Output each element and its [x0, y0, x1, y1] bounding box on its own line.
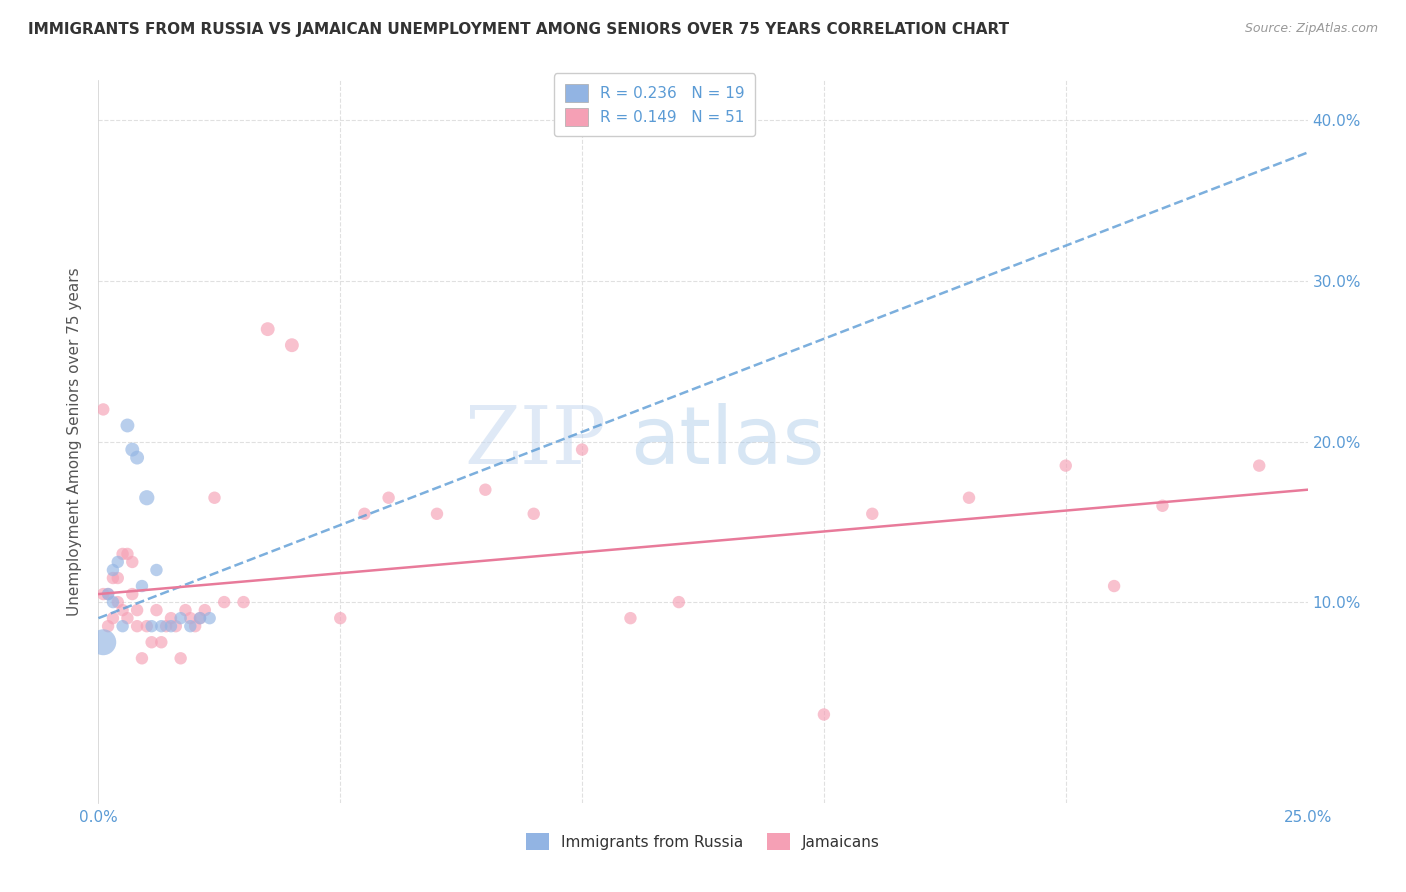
Point [135, 619, 157, 633]
Point [232, 595, 254, 609]
Point [127, 450, 149, 465]
Point [111, 547, 134, 561]
Point [668, 595, 690, 609]
Point [353, 507, 375, 521]
Text: atlas: atlas [630, 402, 825, 481]
Point [198, 611, 221, 625]
Legend: Immigrants from Russia, Jamaicans: Immigrants from Russia, Jamaicans [520, 827, 886, 856]
Point [1054, 458, 1077, 473]
Point [256, 322, 278, 336]
Point [145, 603, 167, 617]
Point [204, 491, 226, 505]
Point [141, 635, 163, 649]
Point [101, 611, 124, 625]
Point [97, 619, 120, 633]
Point [165, 619, 187, 633]
Point [377, 491, 399, 505]
Point [1249, 458, 1271, 473]
Point [101, 563, 124, 577]
Point [1102, 579, 1125, 593]
Text: ZIP: ZIP [464, 402, 606, 481]
Point [426, 507, 449, 521]
Point [957, 491, 980, 505]
Point [169, 651, 191, 665]
Point [121, 587, 143, 601]
Point [141, 619, 163, 633]
Point [145, 563, 167, 577]
Point [571, 442, 593, 457]
Point [813, 707, 835, 722]
Point [174, 603, 197, 617]
Point [619, 611, 641, 625]
Point [111, 619, 134, 633]
Point [329, 611, 352, 625]
Point [860, 507, 883, 521]
Point [111, 603, 134, 617]
Point [155, 619, 177, 633]
Point [150, 619, 173, 633]
Point [121, 555, 143, 569]
Point [169, 611, 191, 625]
Point [179, 619, 201, 633]
Point [127, 619, 149, 633]
Point [101, 571, 124, 585]
Point [101, 595, 124, 609]
Point [474, 483, 496, 497]
Point [131, 651, 153, 665]
Point [91, 402, 114, 417]
Point [107, 595, 129, 609]
Point [117, 611, 139, 625]
Point [194, 603, 217, 617]
Text: IMMIGRANTS FROM RUSSIA VS JAMAICAN UNEMPLOYMENT AMONG SENIORS OVER 75 YEARS CORR: IMMIGRANTS FROM RUSSIA VS JAMAICAN UNEMP… [28, 22, 1010, 37]
Point [184, 619, 207, 633]
Point [131, 579, 153, 593]
Point [117, 547, 139, 561]
Point [97, 587, 120, 601]
Point [97, 587, 120, 601]
Point [188, 611, 211, 625]
Point [91, 587, 114, 601]
Point [150, 635, 173, 649]
Point [117, 418, 139, 433]
Point [135, 491, 157, 505]
Point [160, 619, 183, 633]
Y-axis label: Unemployment Among Seniors over 75 years: Unemployment Among Seniors over 75 years [67, 268, 83, 615]
Point [523, 507, 546, 521]
Point [160, 611, 183, 625]
Point [107, 555, 129, 569]
Point [121, 442, 143, 457]
Point [127, 603, 149, 617]
Point [212, 595, 235, 609]
Point [91, 635, 114, 649]
Point [188, 611, 211, 625]
Text: Source: ZipAtlas.com: Source: ZipAtlas.com [1244, 22, 1378, 36]
Point [107, 571, 129, 585]
Point [281, 338, 304, 352]
Point [1152, 499, 1174, 513]
Point [179, 611, 201, 625]
